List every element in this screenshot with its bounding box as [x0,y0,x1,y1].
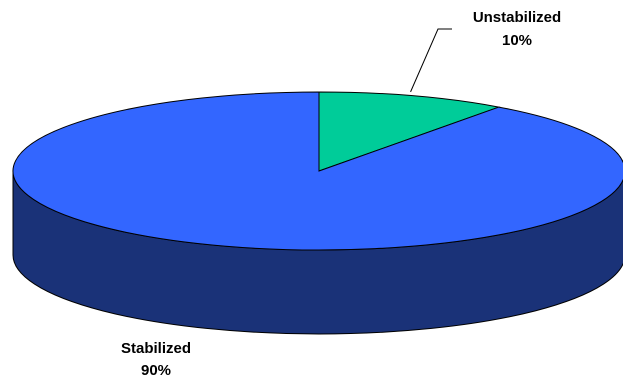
slice-label-stabilized-name: Stabilized [121,340,191,357]
pie-slice-unstabilized [318,91,501,172]
slice-label-unstabilized-value: 10% [502,32,532,49]
pie-top-slices [12,91,623,251]
leader-line-unstabilized [410,28,452,93]
slice-label-stabilized-value: 90% [141,362,171,379]
leader-lines [410,28,452,93]
slice-label-unstabilized-name: Unstabilized [473,9,561,26]
pie-slice-stabilized [12,91,623,251]
